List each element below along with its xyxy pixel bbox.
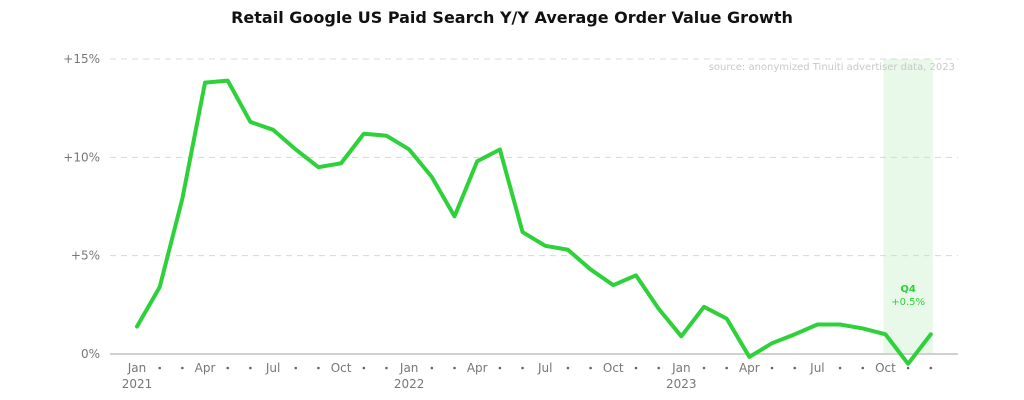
x-tick-dot [181, 366, 184, 370]
x-tick-label: Jul [537, 361, 552, 375]
x-tick-dot [226, 366, 230, 370]
x-tick-dot [362, 366, 366, 370]
x-tick-label: Apr [195, 361, 216, 375]
x-tick-label: Oct [603, 361, 624, 375]
x-tick-dot [249, 366, 252, 370]
q4-value-label: +0.5% [891, 297, 925, 308]
x-tick-label: Jan [671, 361, 691, 375]
x-tick-label: Oct [875, 361, 896, 375]
y-tick-label: +15% [63, 52, 100, 66]
x-tick-label: Apr [467, 361, 488, 375]
x-tick-dot [906, 366, 910, 370]
x-tick-dot [521, 366, 524, 370]
x-tick-dot [317, 366, 320, 370]
year-label: 2023 [666, 377, 697, 391]
chart-title: Retail Google US Paid Search Y/Y Average… [231, 8, 793, 27]
x-tick-label: Apr [739, 361, 760, 375]
x-tick-dot [589, 366, 592, 370]
x-tick-dot [725, 366, 728, 370]
x-tick-dot [861, 366, 865, 370]
x-tick-dot [158, 366, 161, 370]
x-tick-label: Oct [331, 361, 352, 375]
x-tick-dot [453, 366, 456, 370]
source-note: source: anonymized Tinuiti advertiser da… [709, 62, 955, 73]
x-tick-dot [657, 366, 660, 370]
x-tick-dot [294, 366, 298, 370]
y-tick-label: +5% [71, 249, 100, 263]
q4-label: Q4 [900, 284, 916, 295]
x-tick-dot [634, 366, 638, 370]
x-tick-label: Jul [265, 361, 280, 375]
x-tick-dot [793, 366, 797, 370]
x-tick-dot [929, 366, 933, 370]
x-tick-dot [566, 366, 570, 370]
x-tick-dot [430, 366, 434, 370]
x-tick-label: Jan [399, 361, 419, 375]
x-tick-dot [385, 366, 388, 370]
x-tick-dot [838, 366, 842, 370]
q4-highlight-band [883, 59, 933, 354]
y-tick-label: +10% [63, 150, 100, 164]
x-tick-label: Jan [127, 361, 147, 375]
x-tick-label: Jul [809, 361, 824, 375]
series-line [135, 78, 933, 366]
x-tick-dot [498, 366, 502, 370]
x-tick-dot [770, 366, 774, 370]
year-label: 2021 [122, 377, 153, 391]
year-label: 2022 [394, 377, 425, 391]
x-tick-dot [702, 366, 706, 370]
y-tick-label: 0% [81, 347, 100, 361]
